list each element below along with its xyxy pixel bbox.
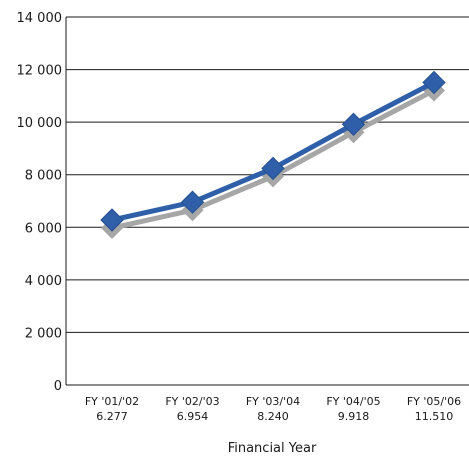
x-tick-label: FY '04/'05	[326, 395, 380, 408]
y-tick-label: 4 000	[25, 274, 62, 289]
x-axis-title: Financial Year	[228, 441, 317, 456]
y-tick-label: 2 000	[25, 326, 62, 341]
x-tick-value-label: 9.918	[338, 410, 370, 423]
x-tick-value-label: 6.277	[96, 410, 128, 423]
y-tick-label: 8 000	[25, 169, 62, 184]
y-tick-label: 12 000	[17, 64, 63, 79]
x-tick-labels: FY '01/'02 6.277 FY '02/'03 6.954 FY '03/'04…	[85, 395, 461, 423]
data-point-marker	[422, 70, 446, 95]
x-tick-label: FY '03/'04	[246, 395, 300, 408]
data-point-marker	[341, 112, 366, 137]
x-tick-value-label: 11.510	[415, 410, 454, 423]
x-tick-value-label: 6.954	[177, 410, 209, 423]
y-tick-labels: 0 2 000 4 000 6 000 8 000 10 000 12 000 14 000	[17, 11, 63, 394]
y-tick-label: 14 000	[17, 11, 63, 26]
x-tick-label: FY '02/'03	[165, 395, 219, 408]
data-point-marker	[100, 208, 124, 232]
series-line	[111, 80, 436, 223]
series-markers	[100, 70, 446, 232]
y-tick-label: 6 000	[25, 221, 62, 236]
x-tick-value-label: 8.240	[257, 410, 289, 423]
data-point-marker	[180, 190, 205, 214]
y-tick-label: 0	[54, 379, 62, 394]
x-tick-label: FY '01/'02	[85, 395, 139, 408]
series-line-path	[111, 80, 436, 223]
y-tick-label: 10 000	[17, 116, 63, 131]
x-tick-label: FY '05/'06	[407, 395, 461, 408]
grid-lines	[66, 16, 469, 333]
data-point-marker	[261, 156, 285, 181]
axes	[65, 17, 469, 386]
